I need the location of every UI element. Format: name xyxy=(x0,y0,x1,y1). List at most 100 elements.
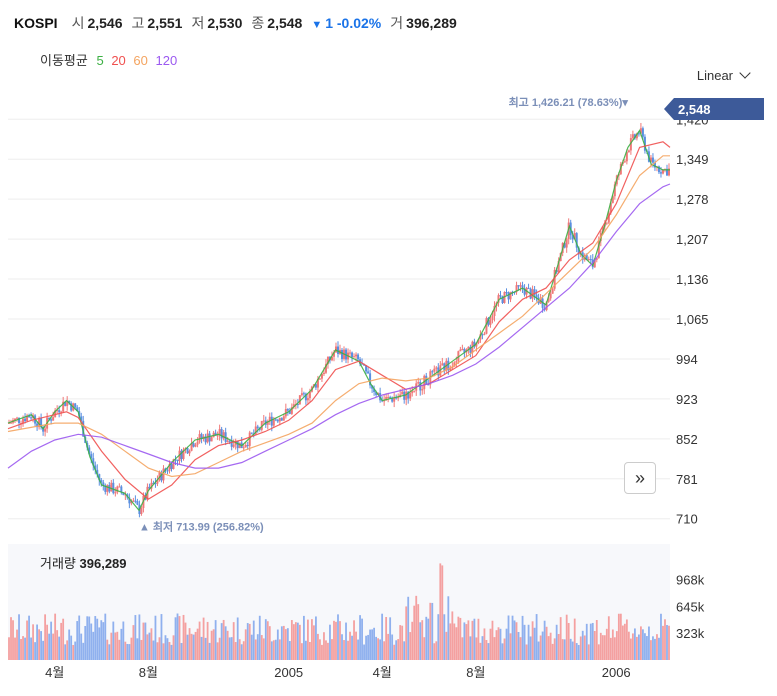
volume-bar xyxy=(371,629,373,660)
volume-bar xyxy=(210,630,213,660)
volume-bar xyxy=(357,639,359,660)
volume-bar xyxy=(567,622,570,660)
volume-bar xyxy=(593,630,596,660)
candle-body xyxy=(627,150,630,153)
volume-bar xyxy=(549,632,552,660)
index-name: KOSPI xyxy=(14,15,58,31)
volume-panel-bg xyxy=(8,544,670,660)
volume-bar xyxy=(485,639,488,660)
candle-body xyxy=(371,385,374,389)
volume-bar xyxy=(467,620,470,660)
volume-bar xyxy=(597,644,600,660)
volume-bar xyxy=(648,626,650,660)
candle-body xyxy=(180,450,183,460)
volume-bar xyxy=(244,629,247,660)
volume-bar xyxy=(489,628,492,660)
volume-bar xyxy=(483,628,486,660)
y-tick-label: 852 xyxy=(676,432,698,447)
volume-bar xyxy=(487,643,490,660)
moving-average-legend[interactable]: 이동평균 5 20 60 120 xyxy=(40,50,181,69)
volume-bar xyxy=(619,613,622,660)
close-label: 종 xyxy=(251,15,265,31)
volume-bar xyxy=(525,644,528,660)
volume-bar xyxy=(477,618,480,660)
volume-bar xyxy=(252,620,255,660)
open-value: 2,546 xyxy=(87,15,123,31)
candle-body xyxy=(214,432,217,436)
candle-body xyxy=(397,397,400,399)
volume-bar xyxy=(553,638,556,660)
volume-bar xyxy=(138,614,141,660)
volume-bar xyxy=(571,641,574,660)
candle-body xyxy=(571,235,574,240)
scroll-to-latest-button[interactable]: » xyxy=(624,462,656,494)
volume-bar xyxy=(106,639,109,660)
volume-bar xyxy=(409,632,412,660)
candle-body xyxy=(587,259,590,261)
volume-bar xyxy=(395,640,398,660)
candle-body xyxy=(226,440,229,442)
volume-bar xyxy=(40,631,42,660)
candle-body xyxy=(192,443,195,447)
volume-bar xyxy=(413,605,416,660)
volume-bar xyxy=(495,630,498,660)
candle-body xyxy=(595,258,598,260)
candle-body xyxy=(332,352,335,357)
x-tick-label: 2006 xyxy=(602,665,631,680)
candle-body xyxy=(150,482,153,489)
volume-bar xyxy=(650,640,652,660)
volume-bar xyxy=(150,628,153,660)
candle-body xyxy=(10,422,13,424)
volume-bar xyxy=(469,636,472,660)
candle-body xyxy=(623,161,626,163)
candle-body xyxy=(515,285,518,293)
candle-body xyxy=(204,436,207,443)
volume-bar xyxy=(100,620,103,660)
candle-body xyxy=(375,392,378,395)
candle-body xyxy=(160,472,163,481)
candle-body xyxy=(136,501,139,505)
volume-bar xyxy=(32,624,34,660)
volume-bar xyxy=(349,631,351,660)
candle-body xyxy=(110,482,113,492)
volume-bar xyxy=(214,620,217,660)
candle-body xyxy=(351,352,354,358)
volume-bar xyxy=(315,616,317,660)
candle-body xyxy=(551,288,554,294)
candle-body xyxy=(54,410,57,418)
candle-body xyxy=(14,418,17,421)
volume-bar xyxy=(379,639,382,660)
candle-body xyxy=(405,391,408,400)
x-tick-label: 8월 xyxy=(139,665,158,680)
candle-body xyxy=(481,334,484,336)
volume-bar xyxy=(240,644,243,660)
candle-body xyxy=(411,391,414,394)
volume-bar xyxy=(397,639,400,660)
volume-bar xyxy=(294,622,297,660)
candle-body xyxy=(475,343,478,347)
scale-dropdown[interactable]: Linear xyxy=(697,67,751,83)
candle-body xyxy=(236,440,239,449)
candle-body xyxy=(567,222,570,240)
volume-bar xyxy=(222,619,225,660)
volume-bar xyxy=(337,614,339,660)
volume-bar xyxy=(136,638,139,660)
volume-bar xyxy=(658,637,660,660)
volume-bar xyxy=(465,624,468,660)
candle-body xyxy=(585,254,588,260)
volume-bar xyxy=(503,638,506,660)
volume-bar xyxy=(636,636,638,660)
volume-bar xyxy=(437,614,440,660)
volume-bar xyxy=(662,625,664,660)
candle-body xyxy=(308,391,311,399)
volume-bar xyxy=(646,636,648,660)
grid-lines xyxy=(8,118,670,520)
candle-body xyxy=(318,378,321,380)
volume-bar xyxy=(327,642,329,660)
volume-bar xyxy=(38,629,40,660)
volume-bar xyxy=(274,639,277,660)
y-tick-label: 710 xyxy=(676,512,698,527)
candle-body xyxy=(547,298,550,302)
candle-body xyxy=(206,433,209,443)
